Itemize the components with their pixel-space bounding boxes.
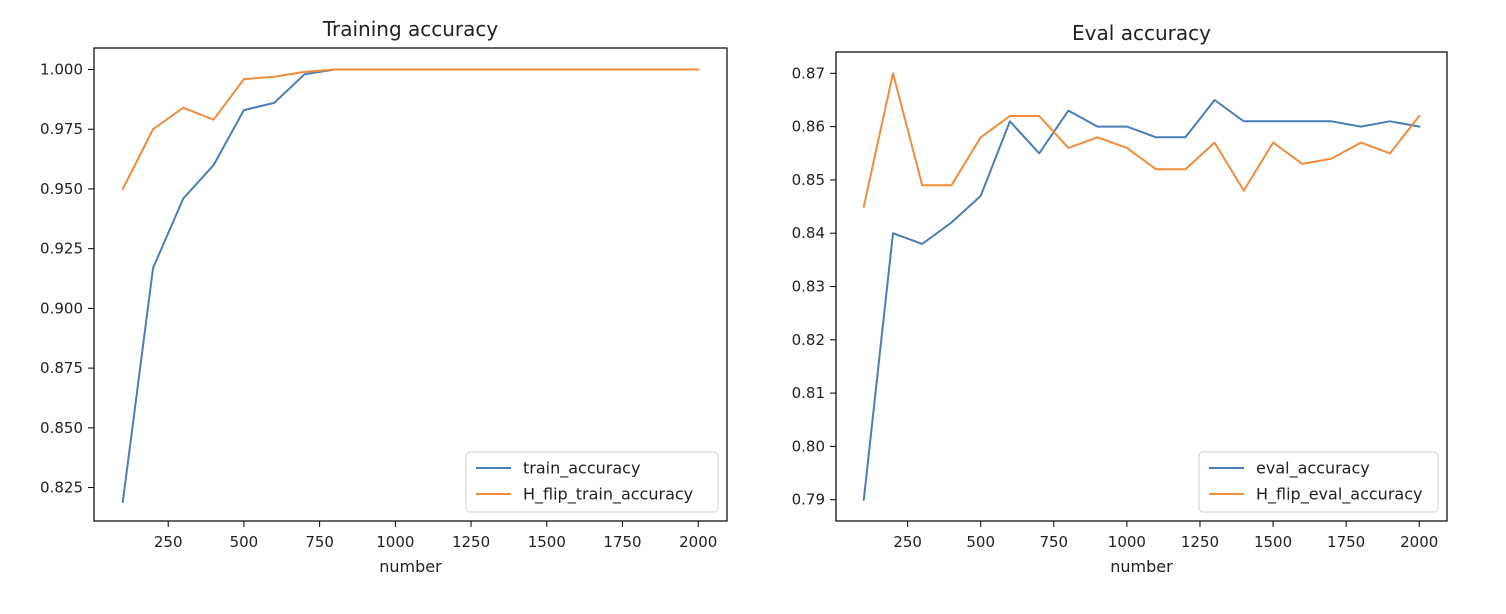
legend-box	[465, 451, 719, 513]
legend-label: H_flip_eval_accuracy	[1256, 485, 1422, 505]
legend-label: train_accuracy	[523, 459, 640, 479]
x-axis-label: number	[1110, 557, 1173, 576]
chart-1: 250 500 750 1000 1250 1500 1750 2000 0.825 0.850 0…	[40, 17, 728, 576]
x-tick-label: 1250	[1181, 533, 1219, 551]
x-tick-label: 750	[305, 533, 334, 551]
y-tick-label: 0.87	[792, 64, 825, 82]
x-tick-label: 1250	[452, 533, 490, 551]
x-tick-label: 250	[893, 533, 922, 551]
x-tick-label: 2000	[679, 533, 717, 551]
legend: eval_accuracy H_flip_eval_accuracy	[1198, 451, 1439, 513]
chart-2: 250 500 750 1000 1250 1500 1750 2000 0.79 0.80 0.8…	[792, 21, 1448, 576]
y-tick-label: 0.84	[792, 224, 825, 242]
y-tick-label: 0.925	[40, 240, 83, 258]
x-tick-label: 500	[966, 533, 995, 551]
legend-label: H_flip_train_accuracy	[523, 485, 693, 505]
x-tick-label: 1500	[528, 533, 566, 551]
y-tick-label: 0.83	[792, 278, 825, 296]
x-tick-label: 1500	[1254, 533, 1292, 551]
y-tick-label: 0.875	[40, 359, 83, 377]
x-tick-label: 1750	[603, 533, 641, 551]
y-tick-label: 0.85	[792, 171, 825, 189]
x-tick-label: 1750	[1327, 533, 1365, 551]
series-line-1	[121, 68, 700, 504]
series-line-1	[862, 99, 1421, 501]
chart-title: Eval accuracy	[1072, 21, 1211, 45]
x-tick-label: 2000	[1400, 533, 1438, 551]
y-tick-label: 0.900	[40, 299, 83, 317]
y-tick-label: 0.975	[40, 120, 83, 138]
series-line-2	[121, 68, 700, 191]
y-tick-label: 0.79	[792, 491, 825, 509]
legend-label: eval_accuracy	[1256, 459, 1370, 479]
x-tick-label: 250	[154, 533, 183, 551]
chart-title: Training accuracy	[322, 17, 499, 41]
y-tick-label: 0.825	[40, 479, 83, 497]
y-tick-label: 1.000	[40, 61, 83, 79]
y-tick-label: 0.950	[40, 180, 83, 198]
y-tick-label: 0.80	[792, 437, 825, 455]
legend: train_accuracy H_flip_train_accuracy	[465, 451, 719, 513]
legend-box	[1198, 451, 1439, 513]
y-tick-label: 0.82	[792, 331, 825, 349]
x-tick-label: 750	[1039, 533, 1068, 551]
x-tick-label: 500	[230, 533, 259, 551]
x-tick-label: 1000	[1108, 533, 1146, 551]
y-tick-label: 0.81	[792, 384, 825, 402]
x-tick-label: 1000	[376, 533, 414, 551]
series-line-2	[862, 72, 1421, 208]
plot-frame	[93, 47, 728, 522]
y-tick-label: 0.850	[40, 419, 83, 437]
y-tick-label: 0.86	[792, 118, 825, 136]
plot-frame	[835, 51, 1448, 522]
x-axis-label: number	[379, 557, 442, 576]
